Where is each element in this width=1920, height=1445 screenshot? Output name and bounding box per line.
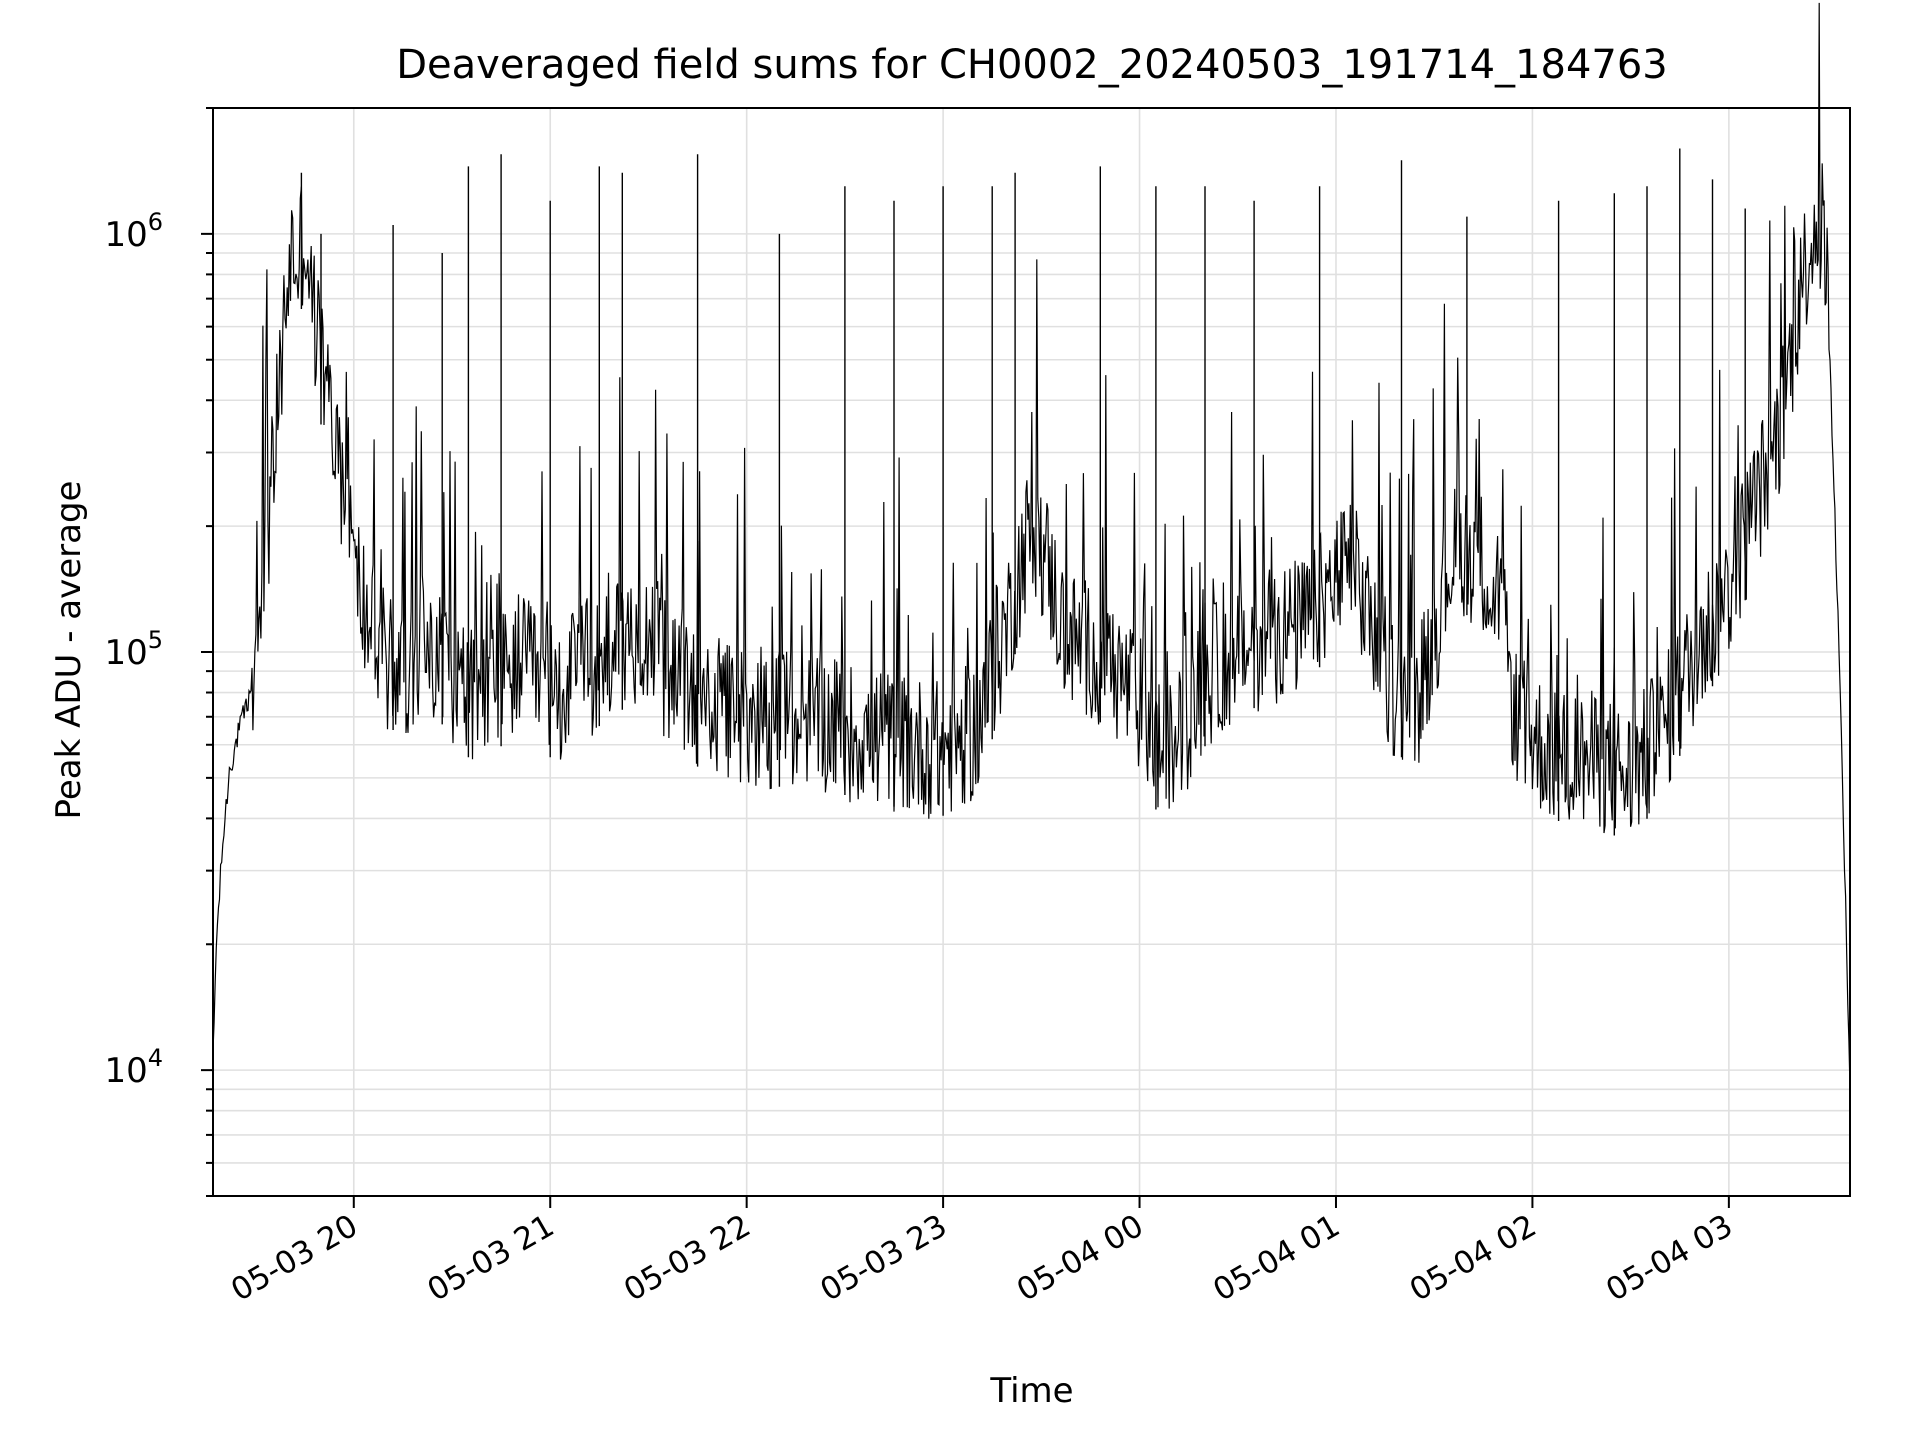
data-series-line <box>212 2 1851 1090</box>
x-tick-label: 05-03 20 <box>225 1208 364 1309</box>
y-tick-label: 104 <box>104 1044 163 1091</box>
x-tick-label: 05-04 01 <box>1207 1208 1346 1309</box>
y-tick-label-base: 10 <box>104 633 147 673</box>
y-axis-label: Peak ADU - average <box>49 481 89 820</box>
chart-title: Deaveraged field sums for CH0002_2024050… <box>396 42 1668 88</box>
x-tick-label: 05-03 22 <box>618 1208 757 1309</box>
x-tick-label: 05-04 00 <box>1011 1208 1150 1309</box>
x-tick-label: 05-03 21 <box>422 1208 561 1309</box>
x-tick-label: 05-04 03 <box>1600 1208 1739 1309</box>
x-tick-label: 05-04 02 <box>1404 1208 1543 1309</box>
y-tick-label: 105 <box>104 626 163 673</box>
y-tick-label-exponent: 6 <box>148 208 163 236</box>
y-tick-label-base: 10 <box>104 215 147 255</box>
x-axis-ticks: 05-03 20 05-03 21 05-03 22 05-03 23 05-04 00… <box>225 1196 1739 1309</box>
series-layer <box>212 2 1851 1090</box>
y-tick-label-exponent: 5 <box>148 626 163 654</box>
x-axis-label: Time <box>989 1371 1073 1411</box>
y-tick-label: 106 <box>104 208 163 255</box>
x-tick-label: 05-03 23 <box>814 1208 953 1309</box>
y-tick-label-base: 10 <box>104 1051 147 1091</box>
y-tick-label-exponent: 4 <box>148 1044 163 1072</box>
